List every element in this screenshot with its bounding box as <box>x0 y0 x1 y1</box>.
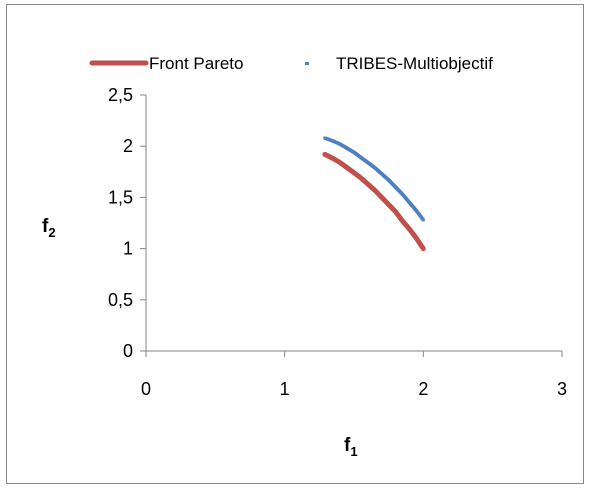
chart-frame <box>6 4 584 484</box>
y-tick-label: 1 <box>123 239 133 259</box>
data-point-tribes <box>345 146 349 150</box>
data-point-tribes <box>359 155 363 159</box>
x-tick-label: 3 <box>557 379 567 399</box>
data-point-tribes <box>407 201 411 205</box>
y-tick-label: 0,5 <box>108 290 133 310</box>
x-tick-label: 1 <box>280 379 290 399</box>
data-point-tribes <box>421 218 425 222</box>
data-point-tribes <box>338 142 342 146</box>
x-tick-label: 0 <box>141 379 151 399</box>
x-tick-label: 2 <box>418 379 428 399</box>
series-layer <box>322 136 426 252</box>
data-point-tribes <box>387 178 391 182</box>
y-axis-title: f2 <box>42 216 56 240</box>
y-tick-label: 1,5 <box>108 187 133 207</box>
legend-swatch-tribes <box>305 62 309 65</box>
legend-label-tribes: TRIBES-Multiobjectif <box>336 54 493 73</box>
data-point-tribes <box>414 209 418 213</box>
data-point-tribes <box>373 166 377 170</box>
data-point-tribes <box>401 192 405 196</box>
y-tick-label: 2,5 <box>108 85 133 105</box>
y-tick-label: 2 <box>123 136 133 156</box>
data-point-tribes <box>366 161 370 165</box>
data-point-tribes <box>352 150 356 154</box>
y-tick-label: 0 <box>123 341 133 361</box>
data-point-tribes <box>323 136 327 140</box>
data-point-tribes <box>331 139 335 143</box>
legend-label-front-pareto: Front Pareto <box>149 54 244 73</box>
legend: Front Pareto TRIBES-Multiobjectif <box>89 54 493 73</box>
data-point-tribes <box>394 185 398 189</box>
axis-titles: f2 f1 <box>42 216 358 459</box>
data-point-tribes <box>380 172 384 176</box>
axes: 0 0,5 1 1,5 2 2,5 0 1 2 3 <box>108 85 567 399</box>
x-axis-title: f1 <box>344 435 358 459</box>
